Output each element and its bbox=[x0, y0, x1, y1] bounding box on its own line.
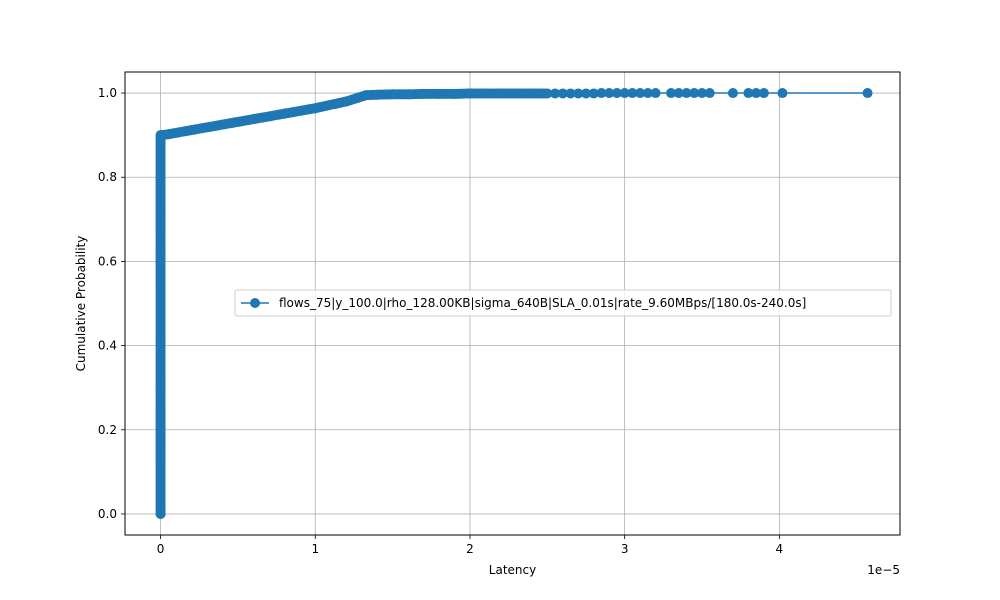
series-layer bbox=[155, 88, 873, 519]
data-point bbox=[310, 103, 321, 114]
data-point bbox=[155, 256, 166, 267]
data-point bbox=[155, 382, 166, 393]
data-point bbox=[627, 88, 638, 99]
data-point bbox=[604, 88, 615, 99]
plot-frame bbox=[124, 71, 901, 536]
legend-box bbox=[234, 289, 892, 317]
data-point bbox=[673, 88, 684, 99]
data-point bbox=[777, 88, 788, 99]
data-point bbox=[580, 88, 591, 99]
legend-entry-label: flows_75|y_100.0|rho_128.00KB|sigma_640B… bbox=[279, 296, 806, 310]
y-tick-label: 1.0 bbox=[98, 86, 117, 100]
data-point bbox=[449, 88, 460, 99]
data-point bbox=[526, 88, 537, 99]
y-tick-label: 0.6 bbox=[98, 254, 117, 268]
data-point bbox=[361, 90, 372, 101]
data-point bbox=[372, 89, 383, 100]
data-point bbox=[751, 88, 762, 99]
data-point bbox=[155, 130, 166, 141]
data-point bbox=[163, 129, 174, 140]
data-point bbox=[418, 88, 429, 99]
x-tick-label: 3 bbox=[621, 542, 629, 556]
x-tick-label: 1 bbox=[311, 542, 319, 556]
data-point bbox=[704, 88, 715, 99]
data-point bbox=[588, 88, 599, 99]
data-point bbox=[611, 88, 622, 99]
y-tick-label: 0.4 bbox=[98, 339, 117, 353]
data-point bbox=[464, 88, 475, 99]
x-axis-label: Latency bbox=[489, 563, 536, 577]
legend: flows_75|y_100.0|rho_128.00KB|sigma_640B… bbox=[234, 289, 892, 317]
data-point bbox=[666, 88, 677, 99]
data-point bbox=[387, 89, 398, 100]
data-point bbox=[217, 119, 228, 130]
data-point bbox=[635, 88, 646, 99]
x-axis-scale-factor: 1e−5 bbox=[867, 563, 900, 577]
data-point bbox=[573, 88, 584, 99]
data-point bbox=[480, 88, 491, 99]
data-point bbox=[862, 88, 873, 99]
legend-marker bbox=[250, 298, 260, 308]
data-point bbox=[557, 88, 568, 99]
data-point bbox=[619, 88, 630, 99]
x-tick-label: 2 bbox=[466, 542, 474, 556]
x-tick-label: 0 bbox=[157, 542, 165, 556]
data-point bbox=[650, 88, 661, 99]
data-point bbox=[495, 88, 506, 99]
y-tick-label: 0.8 bbox=[98, 170, 117, 184]
data-point bbox=[642, 88, 653, 99]
data-point bbox=[155, 508, 166, 519]
data-point bbox=[681, 88, 692, 99]
data-point bbox=[596, 88, 607, 99]
y-tick-label: 0.0 bbox=[98, 507, 117, 521]
data-point bbox=[186, 125, 197, 136]
data-point bbox=[727, 88, 738, 99]
data-point bbox=[542, 88, 553, 99]
data-point bbox=[565, 88, 576, 99]
data-point bbox=[689, 88, 700, 99]
data-point bbox=[341, 96, 352, 107]
x-tick-label: 4 bbox=[776, 542, 784, 556]
data-point bbox=[434, 88, 445, 99]
data-point bbox=[696, 88, 707, 99]
data-point bbox=[279, 108, 290, 119]
data-point bbox=[248, 114, 259, 125]
y-tick-label: 0.2 bbox=[98, 423, 117, 437]
data-point bbox=[758, 88, 769, 99]
data-point bbox=[511, 88, 522, 99]
data-point bbox=[403, 89, 414, 100]
data-point bbox=[550, 88, 561, 99]
ticks: 0 1 2 3 4 0.0 0.2 0.4 0.6 0.8 1.0 bbox=[98, 86, 783, 556]
data-point bbox=[743, 88, 754, 99]
y-axis-label: Cumulative Probability bbox=[74, 236, 88, 372]
